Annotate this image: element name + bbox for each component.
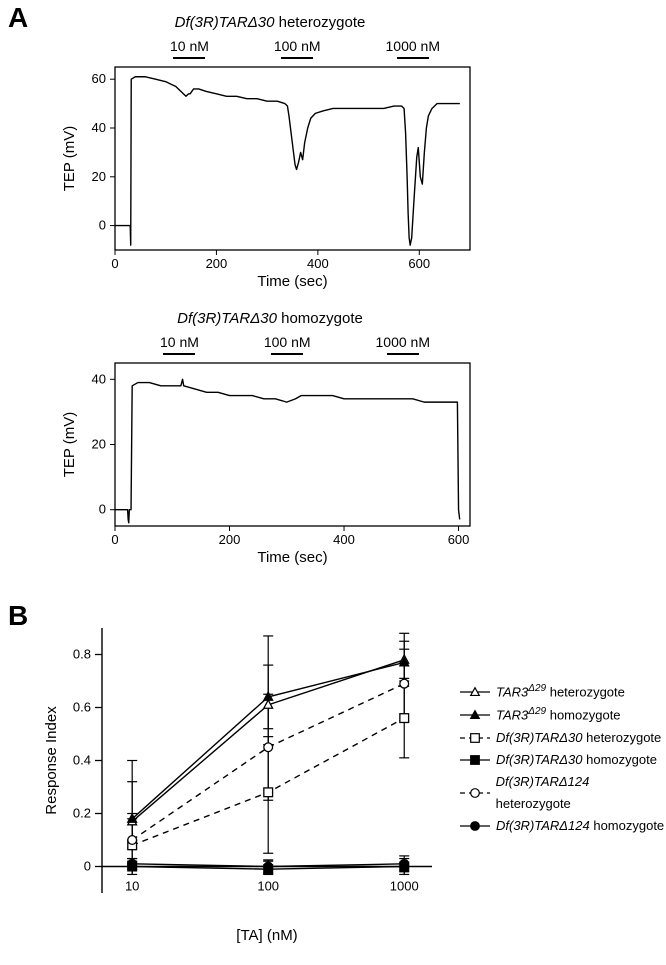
svg-text:0: 0 <box>99 502 106 517</box>
legend-label: Df(3R)TARΔ30 heterozygote <box>496 727 661 749</box>
stim-100b-label: 100 nM <box>264 334 311 350</box>
stim-10b-label: 10 nM <box>160 334 199 350</box>
stim-1000b: 1000 nM <box>376 334 430 355</box>
svg-text:0.4: 0.4 <box>73 753 91 768</box>
svg-text:60: 60 <box>92 71 106 86</box>
chart-top-svg: 0 200 400 600 0 20 40 60 Time (sec) TEP (mV) <box>60 62 480 292</box>
panel-b-label: B <box>8 600 28 632</box>
stim-100: 100 nM <box>274 38 321 59</box>
svg-text:20: 20 <box>92 169 106 184</box>
legend-label: Df(3R)TARΔ30 homozygote <box>496 749 657 771</box>
svg-text:0: 0 <box>111 532 118 547</box>
svg-text:[TA] (nM): [TA] (nM) <box>236 927 297 944</box>
svg-text:Time (sec): Time (sec) <box>257 549 327 566</box>
stim-bar <box>397 57 429 59</box>
chart-top-wrap: Df(3R)TARΔ30 heterozygote 10 nM 100 nM 1… <box>60 14 480 292</box>
stim-1000-label: 1000 nM <box>386 38 440 54</box>
legend-row: Df(3R)TARΔ124 heterozygote <box>460 771 666 815</box>
legend-label: TAR3Δ29 homozygote <box>496 703 621 726</box>
chart-bottom-stimuli: 10 nM 100 nM 1000 nM <box>160 334 430 355</box>
stim-bar <box>387 353 419 355</box>
stim-bar <box>271 353 303 355</box>
svg-text:Time (sec): Time (sec) <box>257 273 327 290</box>
svg-text:600: 600 <box>408 256 430 271</box>
svg-text:0.6: 0.6 <box>73 700 91 715</box>
svg-text:600: 600 <box>448 532 470 547</box>
stim-100b: 100 nM <box>264 334 311 355</box>
svg-text:0: 0 <box>84 859 91 874</box>
chart-b-svg: 0 0.2 0.4 0.6 0.8 10 100 1000 [TA] (nM) Response … <box>40 618 450 948</box>
stim-10b: 10 nM <box>160 334 199 355</box>
svg-text:1000: 1000 <box>390 879 419 894</box>
legend-row: Df(3R)TARΔ30 homozygote <box>460 749 666 771</box>
chart-top-stimuli: 10 nM 100 nM 1000 nM <box>170 38 440 59</box>
stim-bar <box>173 57 205 59</box>
chart-bottom-title: Df(3R)TARΔ30 homozygote <box>60 310 480 327</box>
svg-text:0.8: 0.8 <box>73 647 91 662</box>
chart-bottom-wrap: Df(3R)TARΔ30 homozygote 10 nM 100 nM 100… <box>60 310 480 568</box>
svg-text:10: 10 <box>125 879 139 894</box>
svg-text:TEP (mV): TEP (mV) <box>61 412 78 478</box>
panel-a-label: A <box>8 2 28 34</box>
stim-100-label: 100 nM <box>274 38 321 54</box>
svg-text:Response Index: Response Index <box>43 706 60 815</box>
legend-label: Df(3R)TARΔ124 heterozygote <box>496 771 666 815</box>
svg-text:40: 40 <box>92 371 106 386</box>
legend-row: Df(3R)TARΔ30 heterozygote <box>460 727 666 749</box>
svg-text:TEP (mV): TEP (mV) <box>61 126 78 192</box>
svg-text:0: 0 <box>99 218 106 233</box>
chart-bottom-title-ital: Df(3R)TARΔ30 <box>177 310 277 327</box>
chart-top-title-ital: Df(3R)TARΔ30 <box>175 14 275 31</box>
stim-bar <box>281 57 313 59</box>
chart-top-title: Df(3R)TARΔ30 heterozygote <box>60 14 480 31</box>
svg-text:0.2: 0.2 <box>73 806 91 821</box>
stim-10-label: 10 nM <box>170 38 209 54</box>
legend-row: Df(3R)TARΔ124 homozygote <box>460 815 666 837</box>
svg-text:40: 40 <box>92 120 106 135</box>
stim-10: 10 nM <box>170 38 209 59</box>
svg-text:200: 200 <box>206 256 228 271</box>
svg-text:400: 400 <box>307 256 329 271</box>
chart-b-wrap: 0 0.2 0.4 0.6 0.8 10 100 1000 [TA] (nM) Response … <box>40 618 450 948</box>
stim-1000: 1000 nM <box>386 38 440 59</box>
svg-text:0: 0 <box>111 256 118 271</box>
legend-row: TAR3Δ29 heterozygote <box>460 680 666 703</box>
legend-label: Df(3R)TARΔ124 homozygote <box>496 815 664 837</box>
svg-text:20: 20 <box>92 437 106 452</box>
legend: TAR3Δ29 heterozygoteTAR3Δ29 homozygoteDf… <box>460 680 666 837</box>
chart-bottom-svg: 0 200 400 600 0 20 40 Time (sec) TEP (mV) <box>60 358 480 568</box>
chart-top-title-rest: heterozygote <box>274 14 365 31</box>
legend-label: TAR3Δ29 heterozygote <box>496 680 625 703</box>
legend-row: TAR3Δ29 homozygote <box>460 703 666 726</box>
stim-bar <box>163 353 195 355</box>
chart-bottom-title-rest: homozygote <box>277 310 363 327</box>
svg-text:100: 100 <box>257 879 279 894</box>
svg-text:400: 400 <box>333 532 355 547</box>
svg-text:200: 200 <box>219 532 241 547</box>
stim-1000b-label: 1000 nM <box>376 334 430 350</box>
